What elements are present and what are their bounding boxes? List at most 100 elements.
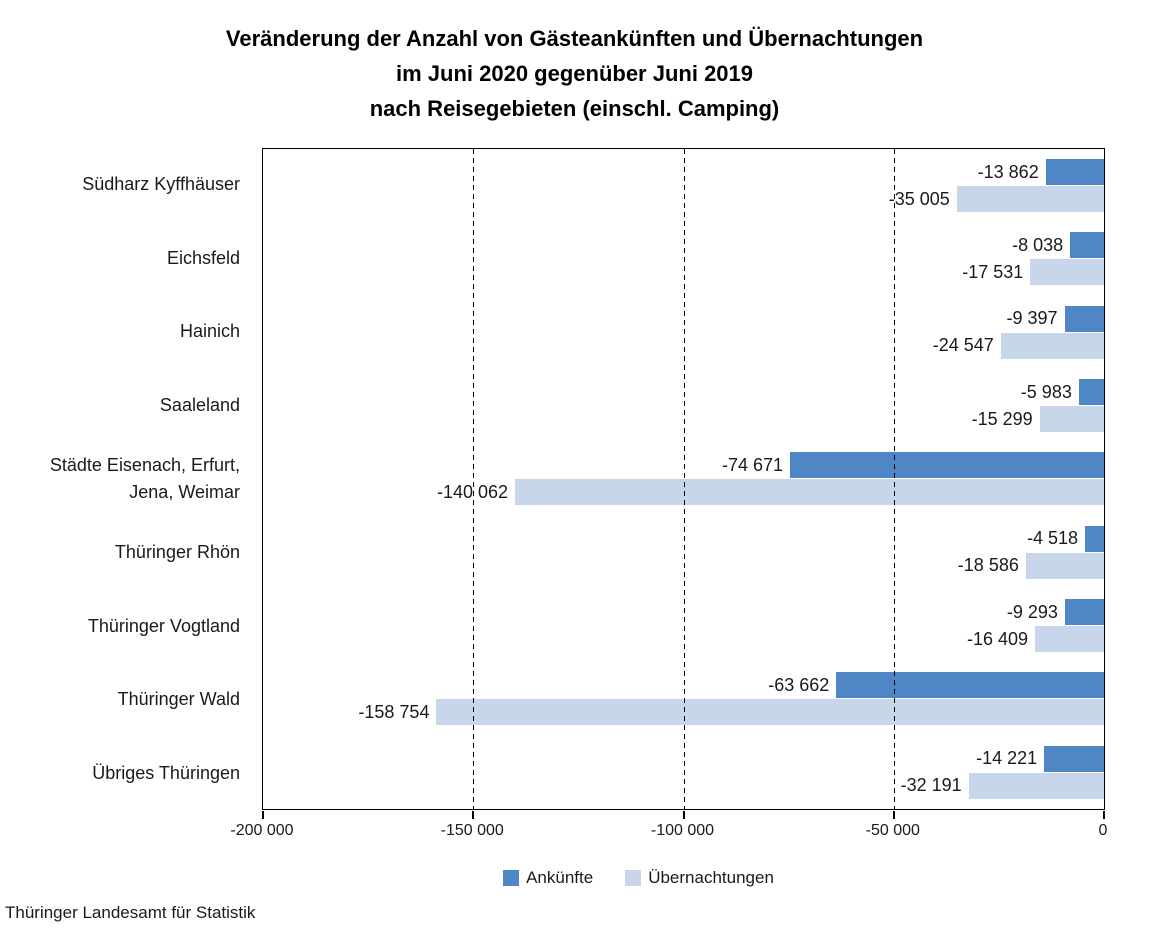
bar-group: -9 293 -16 409 bbox=[263, 589, 1104, 662]
bar-line: -32 191 bbox=[263, 772, 1104, 799]
bar-ankuenfte bbox=[790, 452, 1104, 479]
legend: Ankünfte Übernachtungen bbox=[64, 868, 1149, 888]
axis-tick-mark bbox=[262, 810, 264, 819]
bar-ankuenfte bbox=[1045, 159, 1104, 186]
bar-group: -14 221 -32 191 bbox=[263, 736, 1104, 809]
bar-group: -5 983 -15 299 bbox=[263, 369, 1104, 442]
bar-uebernachtungen bbox=[436, 699, 1104, 726]
x-tick-label: -150 000 bbox=[440, 822, 504, 839]
category-label: Städte Eisenach, Erfurt, Jena, Weimar bbox=[0, 442, 240, 516]
bar-line: -5 983 bbox=[263, 379, 1104, 406]
chart-title-line-1: Veränderung der Anzahl von Gästeankünfte… bbox=[225, 26, 924, 51]
x-axis-tick-labels: -200 000 -150 000 -100 000 -50 000 0 bbox=[230, 822, 1107, 844]
category-label: Saaleland bbox=[0, 369, 240, 443]
bar-group: -8 038 -17 531 bbox=[263, 222, 1104, 295]
axis-tick-mark bbox=[472, 810, 475, 819]
bar-uebernachtungen bbox=[1030, 259, 1104, 286]
value-label: -16 409 bbox=[966, 628, 1029, 649]
bar-line: -35 005 bbox=[263, 186, 1104, 213]
bar-ankuenfte bbox=[1064, 305, 1104, 332]
bar-line: -24 547 bbox=[263, 332, 1104, 359]
axis-tick-mark bbox=[1103, 810, 1105, 819]
category-label-text: Thüringer Wald bbox=[117, 689, 240, 710]
bar-line: -140 062 bbox=[263, 479, 1104, 506]
value-label: -17 531 bbox=[962, 261, 1024, 282]
bar-ankuenfte bbox=[1085, 525, 1104, 552]
value-label: -18 586 bbox=[957, 555, 1019, 576]
category-label-text: Städte Eisenach, Erfurt, Jena, Weimar bbox=[49, 455, 240, 503]
bar-line: -15 299 bbox=[263, 406, 1104, 433]
value-label: -24 547 bbox=[932, 335, 994, 356]
bar-ankuenfte bbox=[1044, 745, 1104, 772]
value-label: -63 662 bbox=[768, 674, 830, 695]
bars-layer: -13 862 -35 005 -8 038 -17 531 -9 397 -24 547… bbox=[263, 149, 1104, 809]
bar-ankuenfte bbox=[1070, 232, 1104, 259]
y-axis-category-labels: Südharz Kyffhäuser Eichsfeld Hainich Saalel… bbox=[0, 148, 240, 810]
category-label-text: Südharz Kyffhäuser bbox=[82, 174, 240, 195]
category-label: Übriges Thüringen bbox=[0, 737, 240, 811]
bar-line: -8 038 bbox=[263, 232, 1104, 259]
gridline bbox=[683, 149, 685, 809]
bar-line: -9 397 bbox=[263, 305, 1104, 332]
bar-line: -17 531 bbox=[263, 259, 1104, 286]
bar-ankuenfte bbox=[1064, 599, 1104, 626]
bar-line: -18 586 bbox=[263, 552, 1104, 579]
legend-item: Ankünfte bbox=[503, 868, 593, 888]
value-label: -5 983 bbox=[1020, 381, 1072, 402]
bar-line: -16 409 bbox=[263, 626, 1104, 653]
legend-label: Ankünfte bbox=[526, 868, 594, 887]
source-note: Thüringer Landesamt für Statistik bbox=[5, 903, 256, 922]
category-label-text: Saaleland bbox=[159, 394, 240, 415]
bar-ankuenfte bbox=[1078, 379, 1104, 406]
bar-group: -4 518 -18 586 bbox=[263, 516, 1104, 589]
plot-area: -13 862 -35 005 -8 038 -17 531 -9 397 -24 547… bbox=[262, 148, 1105, 819]
category-label-text: Übriges Thüringen bbox=[92, 762, 240, 783]
category-label: Hainich bbox=[0, 295, 240, 369]
value-label: -8 038 bbox=[1012, 234, 1064, 255]
category-label: Eichsfeld bbox=[0, 222, 240, 296]
axis-tick-mark bbox=[682, 810, 685, 819]
legend-swatch bbox=[503, 870, 520, 886]
value-label: -9 397 bbox=[1006, 308, 1058, 329]
category-label: Thüringer Wald bbox=[0, 663, 240, 737]
category-label-text: Eichsfeld bbox=[166, 247, 240, 268]
value-label: -74 671 bbox=[721, 454, 784, 475]
value-label: -32 191 bbox=[900, 775, 962, 796]
bar-group: -9 397 -24 547 bbox=[263, 296, 1104, 369]
category-label-text: Thüringer Vogtland bbox=[87, 615, 240, 636]
x-tick-label: 0 bbox=[1098, 822, 1108, 839]
bar-line: -158 754 bbox=[263, 699, 1104, 726]
bar-line: -4 518 bbox=[263, 525, 1104, 552]
category-label: Thüringer Rhön bbox=[0, 516, 240, 590]
category-label-text: Thüringer Rhön bbox=[114, 542, 240, 563]
bar-line: -9 293 bbox=[263, 599, 1104, 626]
category-label: Südharz Kyffhäuser bbox=[0, 148, 240, 222]
legend-swatch bbox=[625, 870, 642, 886]
gridline bbox=[473, 149, 475, 809]
value-label: -140 062 bbox=[436, 481, 509, 502]
bar-group: -74 671 -140 062 bbox=[263, 442, 1104, 515]
axis-tick-mark bbox=[892, 810, 895, 819]
legend-label: Übernachtungen bbox=[648, 868, 774, 887]
value-label: -4 518 bbox=[1026, 528, 1079, 549]
bar-uebernachtungen bbox=[1025, 552, 1104, 579]
bar-group: -63 662 -158 754 bbox=[263, 662, 1104, 735]
bar-uebernachtungen bbox=[515, 479, 1104, 506]
bar-ankuenfte bbox=[836, 672, 1104, 699]
value-label: -158 754 bbox=[358, 701, 430, 722]
bar-uebernachtungen bbox=[1035, 626, 1104, 653]
value-label: -9 293 bbox=[1006, 601, 1058, 622]
bar-uebernachtungen bbox=[956, 186, 1104, 213]
bar-line: -74 671 bbox=[263, 452, 1104, 479]
bar-uebernachtungen bbox=[1000, 332, 1104, 359]
chart-title-line-3: nach Reisegebieten (einschl. Camping) bbox=[369, 96, 780, 121]
chart-title-line-2: im Juni 2020 gegenüber Juni 2019 bbox=[395, 61, 754, 86]
category-label: Thüringer Vogtland bbox=[0, 589, 240, 663]
gridline bbox=[893, 149, 895, 809]
x-tick-label: -50 000 bbox=[865, 822, 920, 839]
bar-line: -63 662 bbox=[263, 672, 1104, 699]
bar-line: -14 221 bbox=[263, 745, 1104, 772]
chart-title: Veränderung der Anzahl von Gästeankünfte… bbox=[0, 21, 1149, 126]
x-tick-label: -200 000 bbox=[230, 822, 294, 839]
